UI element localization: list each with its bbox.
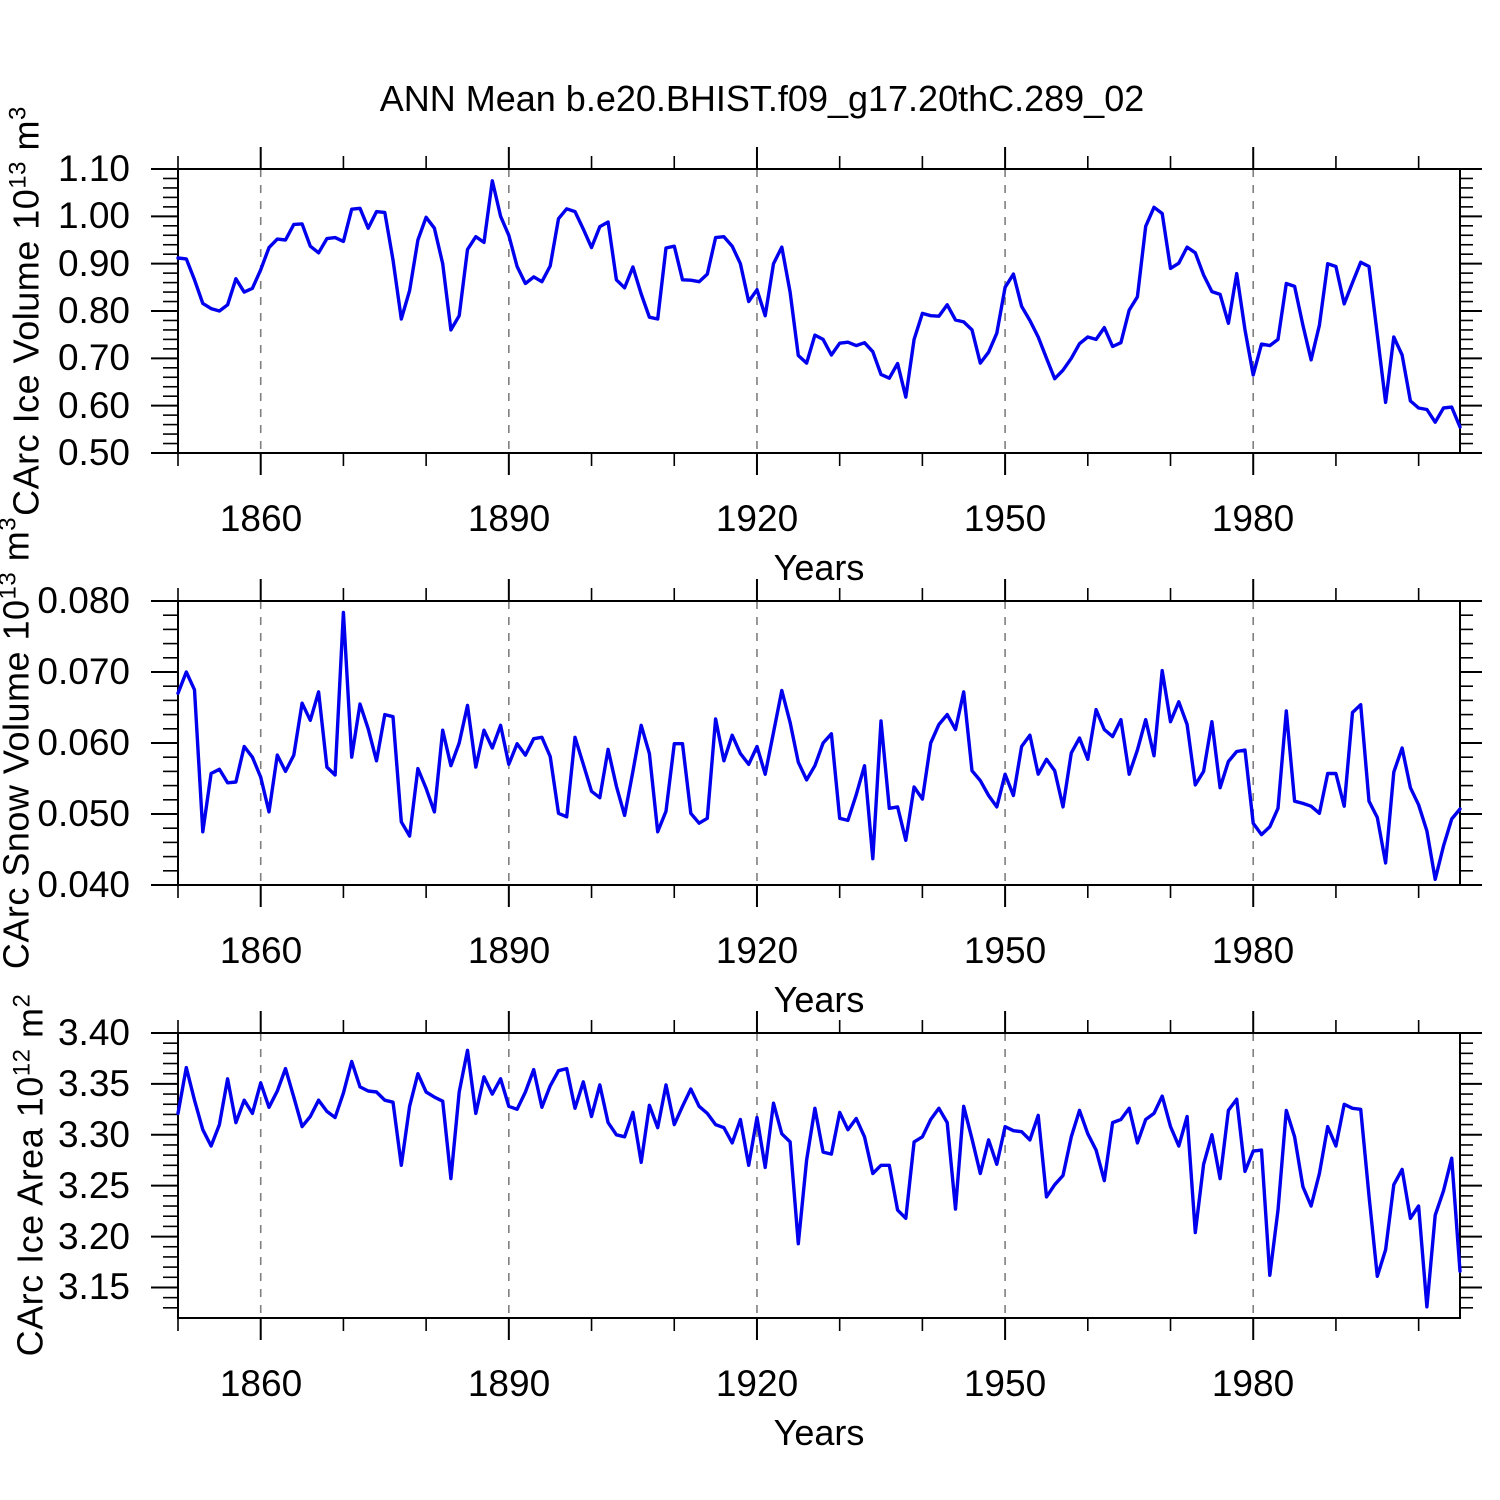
x-tick-label: 1980 bbox=[1211, 1363, 1295, 1404]
x-axis-title: Years bbox=[773, 979, 865, 1020]
exponent: 3 bbox=[0, 517, 22, 531]
y-tick-label: 3.15 bbox=[57, 1266, 130, 1307]
x-tick-label: 1860 bbox=[219, 498, 303, 539]
y-tick-label: 3.20 bbox=[57, 1216, 130, 1257]
x-tick-label: 1890 bbox=[467, 498, 551, 539]
y-tick-label: 0.070 bbox=[37, 651, 130, 692]
x-tick-label: 1950 bbox=[963, 498, 1047, 539]
y-axis-label-unit: m bbox=[0, 531, 37, 572]
x-tick-label: 1980 bbox=[1211, 930, 1295, 971]
y-tick-label: 0.050 bbox=[37, 793, 130, 834]
y-tick-label: 3.25 bbox=[57, 1165, 130, 1206]
x-tick-label: 1950 bbox=[963, 930, 1047, 971]
y-tick-label: 0.50 bbox=[57, 432, 130, 473]
x-tick-label: 1890 bbox=[467, 930, 551, 971]
carc-ice-area-line bbox=[176, 1048, 1462, 1309]
y-tick-label: 1.00 bbox=[57, 195, 130, 236]
carc-ice-volume-line bbox=[176, 179, 1462, 429]
y-tick-label: 0.70 bbox=[57, 337, 130, 378]
plot-frame bbox=[177, 1032, 1461, 1319]
x-tick-label: 1920 bbox=[715, 498, 799, 539]
x-tick-label: 1920 bbox=[715, 930, 799, 971]
plot-frame bbox=[177, 168, 1461, 454]
y-tick-label: 0.080 bbox=[37, 580, 130, 621]
exponent: 3 bbox=[4, 106, 32, 120]
y-tick-label: 0.040 bbox=[37, 864, 130, 905]
y-tick-label: 0.60 bbox=[57, 385, 130, 426]
y-tick-label: 1.10 bbox=[57, 148, 130, 189]
carc-snow-volume-line bbox=[176, 610, 1462, 881]
x-tick-label: 1920 bbox=[715, 1363, 799, 1404]
x-axis-title: Years bbox=[773, 1412, 865, 1453]
chart-title: ANN Mean b.e20.BHIST.f09_g17.20thC.289_0… bbox=[379, 78, 1145, 119]
y-tick-label: 3.40 bbox=[57, 1012, 130, 1053]
y-tick-label: 0.80 bbox=[57, 290, 130, 331]
x-tick-label: 1950 bbox=[963, 1363, 1047, 1404]
y-tick-label: 3.30 bbox=[57, 1114, 130, 1155]
x-tick-label: 1860 bbox=[219, 930, 303, 971]
exponent: 2 bbox=[8, 993, 36, 1008]
y-tick-label: 3.35 bbox=[57, 1063, 130, 1104]
x-tick-label: 1860 bbox=[219, 1363, 303, 1404]
y-tick-label: 0.90 bbox=[57, 243, 130, 284]
x-axis-title: Years bbox=[773, 547, 865, 588]
x-tick-label: 1980 bbox=[1211, 498, 1295, 539]
y-tick-label: 0.060 bbox=[37, 722, 130, 763]
x-tick-label: 1890 bbox=[467, 1363, 551, 1404]
